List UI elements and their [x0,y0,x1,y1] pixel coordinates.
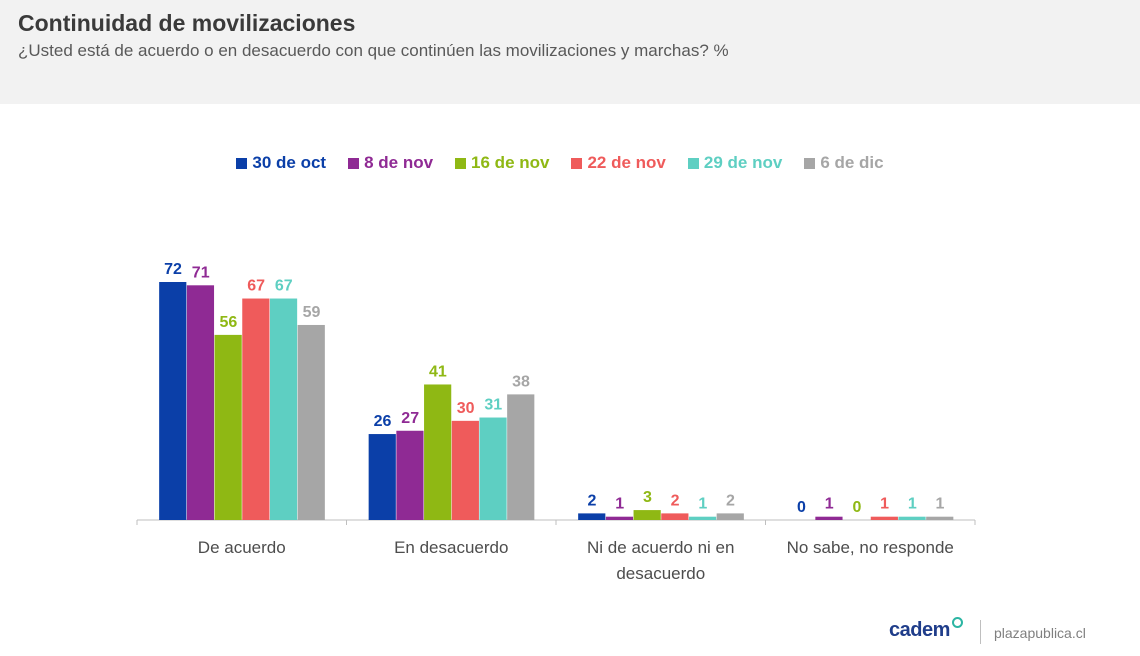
legend-item: 8 de nov [348,153,433,173]
bar [926,516,954,520]
data-label: 56 [220,314,238,331]
data-label: 1 [825,496,834,513]
legend-swatch [236,157,248,169]
data-label: 27 [401,410,419,427]
data-label: 0 [797,499,806,516]
bar [368,434,396,520]
bar [661,513,689,520]
brand-logo: cadem [889,619,950,641]
data-label: 38 [512,373,530,390]
legend-item: 30 de oct [236,153,326,173]
legend-label: 8 de nov [364,153,434,172]
data-label: 26 [374,413,392,430]
bar [716,513,744,520]
data-label: 67 [247,278,265,295]
legend-label: 30 de oct [252,153,327,172]
bar [688,516,717,520]
legend-swatch [571,157,583,169]
bar [605,516,634,520]
bar [424,384,452,520]
bar [578,513,606,520]
bar [242,298,270,520]
header-band: Continuidad de movilizaciones ¿Usted est… [0,0,1140,104]
category-label: No sabe, no responde [787,538,954,557]
bar [186,285,215,520]
bar [297,324,325,520]
data-label: 2 [726,492,735,509]
legend-label: 16 de nov [471,153,550,172]
bar [214,334,242,520]
bar [870,516,898,520]
bar [396,430,424,520]
bar [269,298,298,520]
bar [815,516,843,520]
legend-swatch [804,157,816,169]
legend-label: 29 de nov [703,153,783,172]
data-label: 30 [457,400,475,417]
legend-label: 6 de dic [820,153,884,172]
data-label: 1 [615,496,624,513]
bar [633,510,661,520]
legend-item: 6 de dic [804,153,884,173]
data-label: 2 [588,492,597,509]
data-label: 1 [936,496,945,513]
chart-legend: 30 de oct 8 de nov 16 de nov 22 de nov 29 de… [0,151,1140,175]
data-label: 59 [303,304,321,321]
category-label: Ni de acuerdo ni en [587,538,734,557]
legend-label: 22 de nov [587,153,666,172]
data-label: 0 [852,499,861,516]
legend-swatch [455,157,467,169]
data-label: 67 [275,278,293,295]
data-label: 41 [429,363,447,380]
data-label: 1 [698,496,707,513]
data-label: 72 [164,261,182,278]
data-label: 1 [908,496,917,513]
page-subtitle: ¿Usted está de acuerdo o en desacuerdo c… [18,41,729,60]
data-label: 71 [192,264,210,281]
data-label: 31 [484,397,502,414]
legend-item: 16 de nov [455,153,549,173]
category-label: En desacuerdo [394,538,508,557]
brand-logo-mark [952,617,963,628]
legend-swatch [348,157,360,169]
page-title: Continuidad de movilizaciones [18,10,356,36]
bar [451,420,479,520]
data-label: 3 [643,489,652,506]
bar [479,417,507,520]
bar [159,282,187,520]
bar [507,394,535,520]
legend-item: 22 de nov [571,153,666,173]
category-label: De acuerdo [198,538,286,557]
data-label: 2 [671,492,680,509]
footer-divider [980,620,981,644]
bar [898,516,926,520]
legend-item: 29 de nov [687,153,783,173]
category-label: desacuerdo [616,564,705,583]
footer-site: plazapublica.cl [994,625,1086,641]
legend-swatch [687,157,699,169]
data-label: 1 [880,496,889,513]
